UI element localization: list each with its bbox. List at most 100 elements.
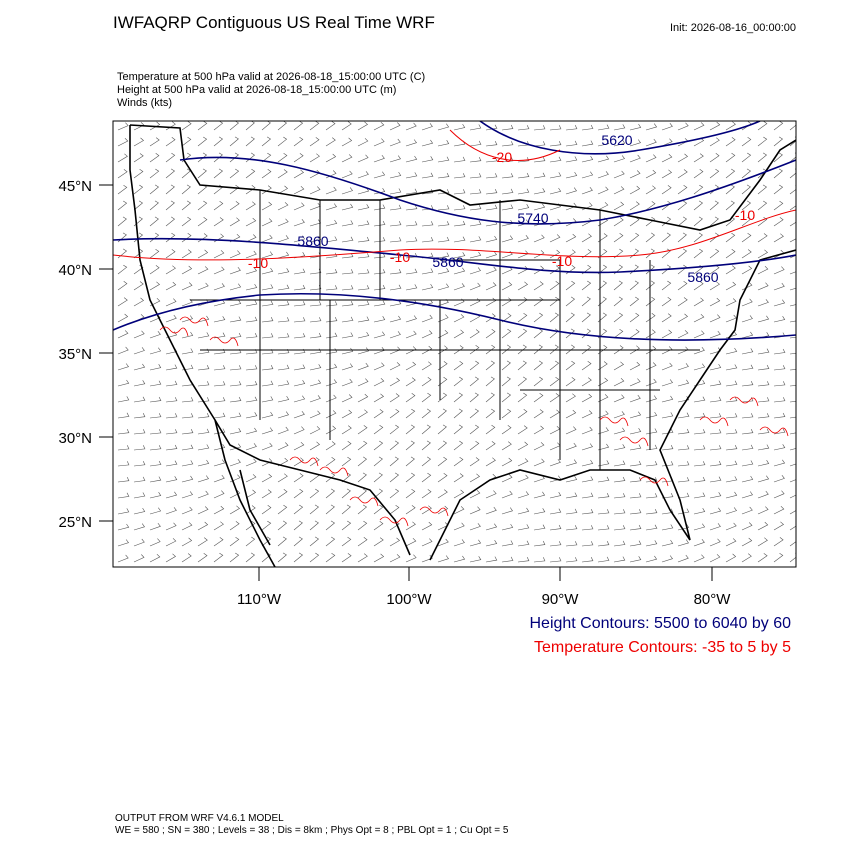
wind-barb [597,540,610,547]
footer-settings: WE = 580 ; SN = 380 ; Levels = 38 ; Dis … [115,825,509,836]
wind-barb [421,440,431,451]
wind-barb [133,297,145,307]
wind-barb [773,381,786,387]
wind-barb [757,490,769,499]
wind-barb [725,298,737,307]
wind-barb [661,412,674,419]
wind-barb [789,238,796,243]
wind-barb [357,409,368,419]
wind-barb [165,522,177,531]
wind-barb [293,552,304,563]
wind-barb [293,473,304,483]
wind-barb [565,442,577,451]
wind-barb [565,525,578,531]
wind-barb [229,217,240,227]
wind-barb [341,553,352,563]
wind-barb [277,235,289,243]
wind-barb [245,217,257,227]
wind-barb [405,330,417,339]
wind-barb [645,169,657,179]
wind-barb [613,232,624,243]
wind-barb [149,553,161,563]
wind-barb [581,280,592,291]
wind-barb [757,397,770,403]
wind-barb [709,184,720,195]
wind-barb [405,268,418,275]
wind-barb [517,425,528,435]
wind-barb [421,188,434,195]
wind-barb [261,411,274,419]
wind-barb [581,525,594,531]
wind-barb [581,233,592,243]
wind-barb [389,155,401,163]
wind-barb [165,429,178,435]
wind-barb [581,393,593,403]
wind-barb [437,221,450,227]
wind-barb [181,136,192,147]
wind-barb [341,441,352,451]
wind-barb [597,186,609,195]
wind-barb [565,171,578,179]
wind-barb [149,445,162,451]
wind-barb [421,361,432,371]
wind-barb [421,456,432,467]
wind-barb [149,265,160,275]
wind-barb [709,492,722,499]
wind-barb [693,508,706,515]
temperature-fragment [599,416,629,427]
wind-barb [533,442,545,451]
wind-barb [341,203,354,211]
wind-barb [165,216,176,227]
wind-barb [309,457,320,467]
wind-barb [581,187,593,195]
wind-barb [629,428,642,435]
wind-barb [117,346,129,355]
wind-barb [661,169,673,179]
wind-barb [197,266,209,275]
wind-barb [533,344,543,355]
wind-barb [533,458,545,467]
wind-barb [725,522,737,531]
wind-barb [117,297,128,307]
wind-barb [773,121,784,131]
wind-barb [581,443,593,451]
wind-barb [357,378,369,387]
wind-barb [789,254,796,259]
wind-barb [261,152,272,163]
wind-barb [421,205,434,211]
wind-barb [645,460,658,467]
wind-barb [245,283,258,291]
wind-barb [453,424,464,435]
wind-barb [133,281,144,291]
wind-barb [533,328,544,339]
wind-barb [501,188,514,195]
wind-barb [581,426,593,435]
wind-barb [757,136,768,147]
wind-barb [421,172,434,179]
wind-barb [725,429,738,435]
height-legend: Height Contours: 5500 to 6040 by 60 [529,615,791,632]
wind-barb [293,488,304,499]
map-area: 5620 5740 5860 5860 5860 -20 -10 -10 -10 -10 [113,121,796,567]
wind-barb [181,506,193,515]
wind-barb [197,216,208,227]
wind-barb [581,508,594,515]
wind-barb [165,168,176,179]
wind-barb [277,504,288,515]
wind-barb [677,445,690,451]
wind-barb [197,537,208,547]
wind-barb [149,538,161,547]
lat-label: 45°N [58,178,92,195]
wind-barb [149,216,159,227]
wind-barb [325,219,338,227]
wind-barb [181,444,194,451]
wind-barb [149,184,160,195]
wind-barb [437,329,449,339]
wind-barb [437,314,449,323]
wind-barb [693,539,705,547]
wind-barb [597,155,610,163]
wind-barb [181,364,194,371]
wind-barb [517,172,530,179]
wind-barb [661,362,673,371]
wind-barb [357,425,368,435]
